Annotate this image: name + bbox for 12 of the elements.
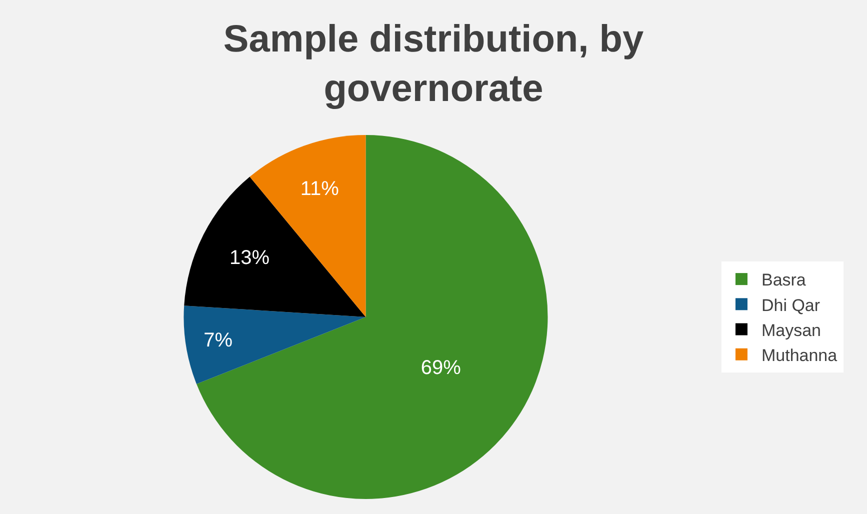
data-label: 11% <box>300 178 340 200</box>
legend-label: Maysan <box>761 320 822 340</box>
data-label: 69% <box>420 357 462 380</box>
legend-label: Basra <box>761 270 806 290</box>
legend-label: Muthanna <box>761 346 838 365</box>
pie-slice <box>184 176 366 317</box>
pie-slice <box>196 135 548 499</box>
legend-label: Dhi Qar <box>761 296 820 315</box>
data-label: 13% <box>230 246 270 269</box>
chart-title: Sample distribution, by governorate <box>223 18 644 110</box>
data-label: 7% <box>204 329 233 352</box>
pie-slice <box>184 306 366 384</box>
